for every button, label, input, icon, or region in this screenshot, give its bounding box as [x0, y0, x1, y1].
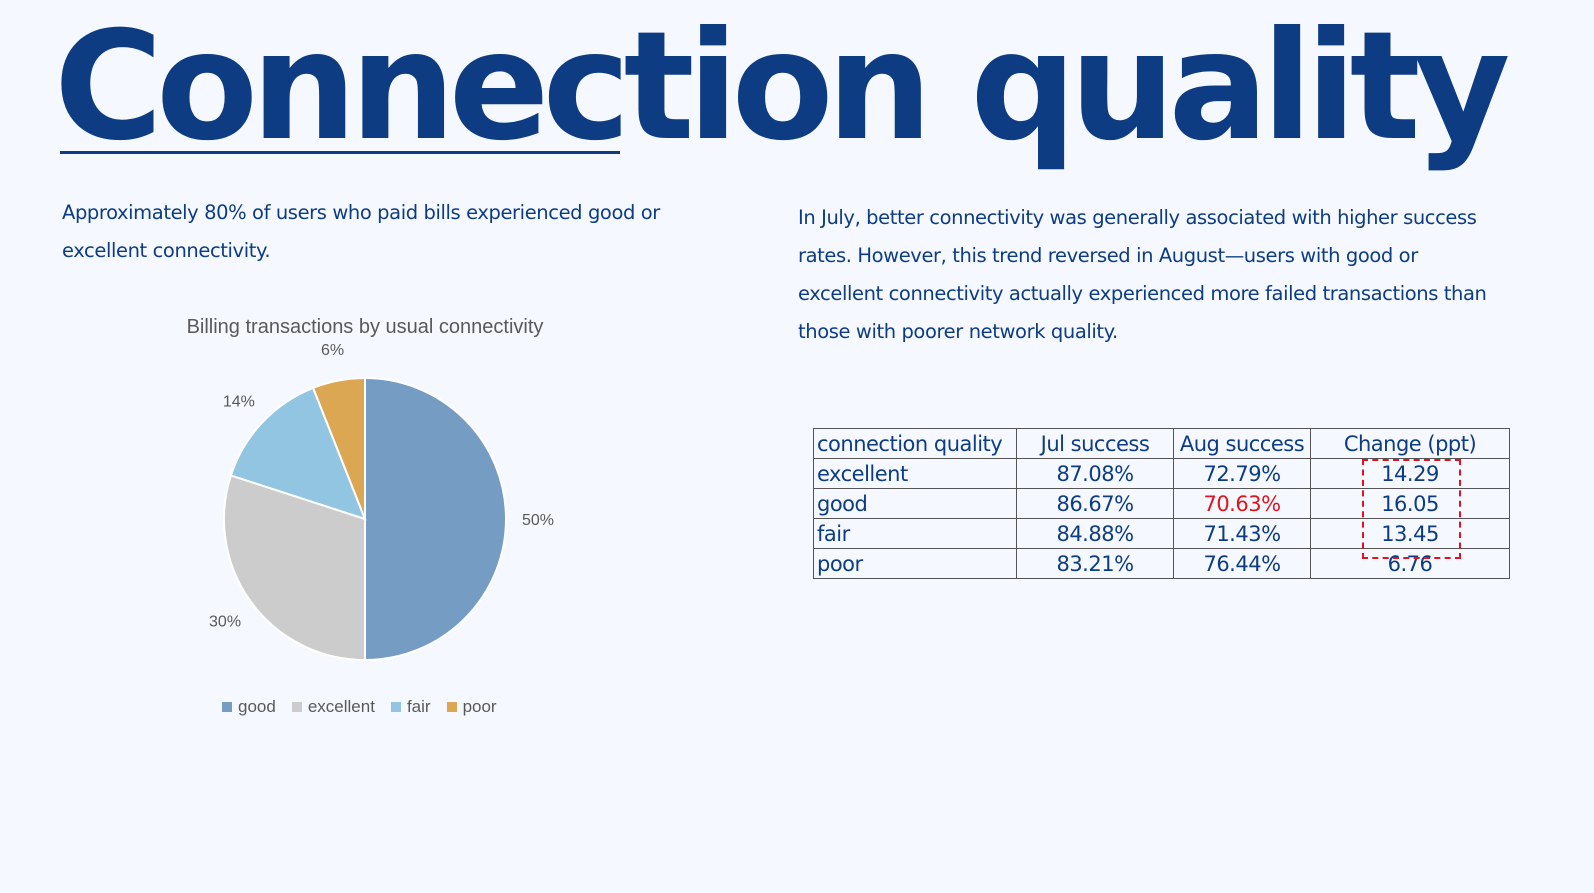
- cell-change: 16.05: [1310, 488, 1510, 519]
- cell-aug-success: 70.63%: [1173, 488, 1311, 519]
- header-connection-quality: connection quality: [813, 428, 1017, 459]
- slide-title: Connection quality: [54, 0, 1511, 174]
- summary-text-right: In July, better connectivity was general…: [798, 206, 1487, 343]
- cell-jul-success: 83.21%: [1016, 548, 1174, 579]
- table-row: good 86.67% 70.63% 16.05: [813, 488, 1510, 519]
- cell-aug-success: 76.44%: [1173, 548, 1311, 579]
- legend-swatch: [446, 702, 457, 712]
- table-row: poor 83.21% 76.44% 6.76: [813, 548, 1510, 579]
- cell-quality: poor: [813, 548, 1017, 579]
- pie-slice-excellent: [223, 474, 366, 662]
- legend-label: fair: [406, 697, 431, 716]
- legend-label: excellent: [307, 697, 375, 716]
- legend-label: poor: [462, 697, 497, 716]
- table-row: excellent 87.08% 72.79% 14.29: [813, 458, 1510, 489]
- success-rate-table: connection quality Jul success Aug succe…: [813, 428, 1510, 579]
- legend-item-fair: fair: [390, 697, 431, 717]
- table-row: fair 84.88% 71.43% 13.45: [813, 518, 1510, 549]
- title-underline: [60, 151, 620, 154]
- pie-label-fair: 14%: [223, 394, 255, 411]
- chart-legend: good excellent fair poor: [222, 697, 497, 717]
- header-aug-success: Aug success: [1173, 428, 1311, 459]
- cell-jul-success: 86.67%: [1016, 488, 1174, 519]
- chart-title: Billing transactions by usual connectivi…: [186, 316, 544, 338]
- cell-quality: fair: [813, 518, 1017, 549]
- cell-aug-success: 72.79%: [1173, 458, 1311, 489]
- legend-item-excellent: excellent: [291, 697, 375, 717]
- cell-quality: excellent: [813, 458, 1017, 489]
- cell-change: 13.45: [1310, 518, 1510, 549]
- legend-label: good: [238, 697, 276, 716]
- pie-label-good: 50%: [522, 512, 554, 529]
- legend-item-poor: poor: [446, 697, 497, 717]
- legend-swatch: [390, 702, 401, 712]
- pie-slice-poor: [311, 376, 366, 520]
- summary-text-left: Approximately 80% of users who paid bill…: [62, 201, 660, 262]
- legend-item-good: good: [222, 697, 276, 717]
- header-jul-success: Jul success: [1016, 428, 1174, 459]
- cell-jul-success: 84.88%: [1016, 518, 1174, 549]
- pie-label-excellent: 30%: [209, 614, 241, 631]
- table-header-row: connection quality Jul success Aug succe…: [813, 428, 1510, 459]
- pie-chart: 50% 30% 14% 6%: [209, 342, 554, 662]
- pie-slice-good: [364, 376, 507, 662]
- cell-aug-success: 71.43%: [1173, 518, 1311, 549]
- header-change: Change (ppt): [1310, 428, 1510, 459]
- legend-swatch: [291, 702, 302, 712]
- cell-change: 14.29: [1310, 458, 1510, 489]
- legend-swatch: [222, 702, 232, 712]
- cell-quality: good: [813, 488, 1017, 519]
- cell-jul-success: 87.08%: [1016, 458, 1174, 489]
- cell-change: 6.76: [1310, 548, 1510, 579]
- pie-label-poor: 6%: [321, 342, 344, 359]
- pie-slice-fair: [229, 386, 367, 521]
